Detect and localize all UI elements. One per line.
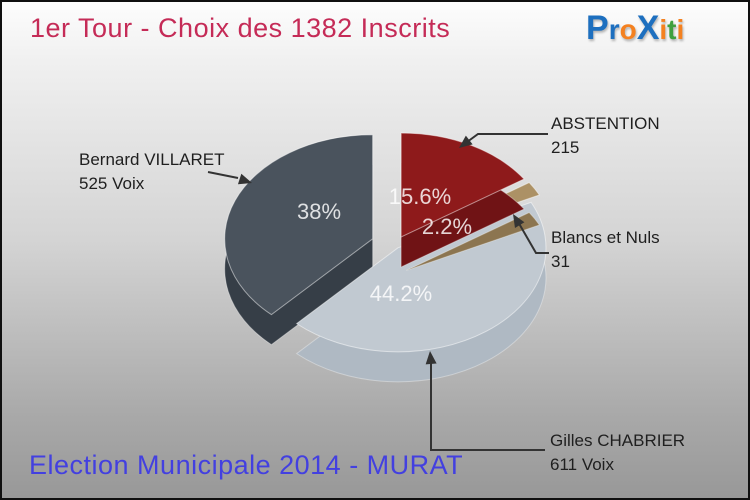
pie-slice-abstention: [400, 132, 525, 238]
callout-name: ABSTENTION: [551, 114, 660, 133]
pct-label-gilles-chabrier: 44.2%: [370, 281, 432, 306]
callout-arrow-bernard-villaret: [207, 171, 239, 179]
callout-arrow-abstention: [462, 133, 548, 146]
pct-label-abstention: 15.6%: [389, 184, 451, 209]
pie-slice-blancs-et-nuls-side: [406, 211, 541, 271]
callout-value: 525 Voix: [79, 174, 145, 193]
logo-letter-4: i: [659, 14, 668, 45]
pct-label-blancs-et-nuls: 2.2%: [422, 214, 472, 239]
logo-letter-3: X: [636, 9, 660, 47]
callout-blancs-et-nuls: Blancs et Nuls 31: [551, 226, 660, 274]
callout-name: Gilles CHABRIER: [550, 431, 686, 450]
callout-arrowhead-bernard-villaret: [237, 173, 252, 185]
callout-value: 31: [551, 252, 570, 271]
callout-arrow-gilles-chabrier: [430, 358, 545, 451]
callout-arrowhead-abstention: [459, 135, 473, 148]
logo-letter-5: t: [667, 14, 677, 45]
callout-value: 215: [551, 138, 580, 157]
pct-label-bernard-villaret: 38%: [297, 199, 341, 224]
callout-value: 611 Voix: [550, 455, 614, 474]
callout-abstention: ABSTENTION 215: [551, 112, 660, 160]
callout-gilles-chabrier: Gilles CHABRIER 611 Voix: [550, 429, 685, 477]
callout-name: Blancs et Nuls: [551, 228, 660, 247]
callout-arrowhead-gilles-chabrier: [425, 351, 437, 365]
callout-arrow-blancs-et-nuls: [516, 219, 549, 254]
footer-caption: Election Municipale 2014 - MURAT: [29, 450, 464, 480]
pie-slice-bernard-villaret: [224, 134, 374, 316]
callout-name: Bernard VILLARET: [79, 150, 225, 169]
logo-letter-6: i: [676, 14, 685, 45]
chart-title: 1er Tour - Choix des 1382 Inscrits: [30, 13, 451, 43]
proxiti-logo[interactable]: ProXiti: [586, 8, 684, 50]
callout-arrowhead-blancs-et-nuls: [513, 214, 525, 228]
logo-letter-0: P: [586, 9, 609, 47]
logo-letter-1: r: [608, 14, 620, 45]
logo-letter-2: o: [619, 14, 637, 45]
callout-bernard-villaret: Bernard VILLARET 525 Voix: [79, 148, 225, 196]
